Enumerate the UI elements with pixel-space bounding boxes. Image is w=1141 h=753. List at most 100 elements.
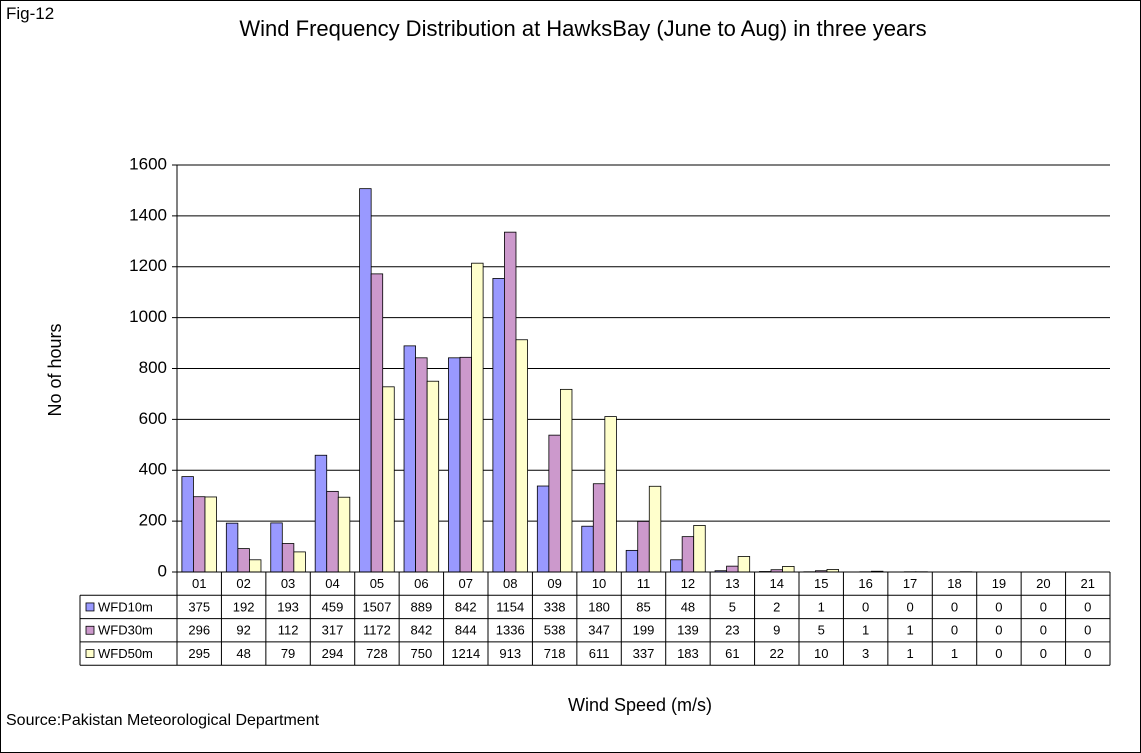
table-value: 1 [862,623,869,638]
bar [670,559,683,573]
table-value: 61 [725,646,739,661]
table-value: 183 [677,646,699,661]
table-value: 718 [544,646,566,661]
bar [415,357,428,573]
x-tick-label: 06 [414,576,428,591]
x-tick-label: 20 [1036,576,1050,591]
table-value: 611 [589,646,610,661]
x-tick-label: 13 [725,576,739,591]
table-value: 1336 [496,623,525,638]
x-tick-label: 02 [236,576,250,591]
x-tick-label: 21 [1081,576,1095,591]
x-tick-label: 04 [325,576,339,591]
table-value: 0 [1084,599,1091,614]
bar [560,388,573,573]
table-value: 0 [995,599,1002,614]
table-value: 750 [411,646,433,661]
bar [225,522,239,573]
bar [625,549,639,573]
table-value: 1172 [363,623,391,638]
x-tick-label: 11 [637,576,651,591]
bar [471,262,484,573]
table-value: 889 [411,599,433,614]
bar [504,231,517,573]
x-tick-label: 01 [192,576,206,591]
table-value: 347 [588,623,610,638]
table-value: 48 [236,646,250,661]
bar [281,543,295,573]
y-tick-label: 1000 [129,307,167,326]
bar [249,559,262,573]
bar [359,188,372,573]
bar [293,551,306,573]
x-tick-label: 08 [503,576,517,591]
table-value: 5 [729,599,736,614]
bar [726,565,739,573]
bar [548,434,561,573]
y-tick-label: 1200 [129,256,167,275]
table-value: 1 [906,646,913,661]
bar [181,476,194,573]
table-value: 0 [951,623,958,638]
bar [204,496,217,573]
table-value: 193 [277,599,299,614]
y-tick-label: 1400 [129,205,167,224]
table-value: 0 [1084,623,1091,638]
bar [459,356,472,573]
bar [403,345,416,573]
table-value: 192 [233,599,255,614]
table-value: 2 [773,599,780,614]
bar [737,556,751,573]
bar [270,522,283,573]
table-value: 85 [636,599,650,614]
table-value: 1 [818,599,825,614]
table-value: 913 [499,646,521,661]
legend-swatch [85,602,95,612]
bar [448,357,461,573]
table-value: 0 [862,599,869,614]
x-tick-label: 03 [281,576,295,591]
legend-swatch [85,649,95,658]
table-value: 0 [951,599,958,614]
y-tick-label: 800 [139,358,167,377]
legend-label: WFD50m [98,646,153,661]
table-value: 338 [544,599,566,614]
legend-label: WFD30m [98,623,153,638]
x-tick-label: 05 [370,576,384,591]
table-value: 3 [862,646,869,661]
table-value: 317 [322,623,344,638]
bar [681,536,695,573]
table-value: 10 [814,646,828,661]
y-tick-label: 600 [139,409,167,428]
bar [492,278,505,573]
table-value: 180 [588,599,610,614]
table-value: 296 [188,623,210,638]
x-tick-label: 19 [992,576,1006,591]
legend-label: WFD10m [98,599,153,614]
bar [536,485,550,573]
y-tick-label: 400 [139,460,167,479]
table-value: 375 [188,599,210,614]
bar [592,483,606,573]
bar [426,380,440,573]
figure-label: Fig-12 [6,4,55,23]
bar [648,485,662,573]
bar [693,525,706,573]
table-value: 139 [677,623,699,638]
table-value: 1154 [496,599,524,614]
table-value: 199 [633,623,655,638]
chart-title: Wind Frequency Distribution at HawksBay … [239,16,927,41]
x-tick-label: 07 [459,576,473,591]
y-tick-label: 0 [158,561,167,580]
x-tick-label: 12 [681,576,695,591]
table-value: 0 [1040,599,1047,614]
table-value: 842 [455,599,477,614]
bar [637,520,650,573]
table-value: 0 [1040,646,1047,661]
bar [515,339,528,573]
table-value: 0 [1040,623,1047,638]
table-value: 0 [995,646,1002,661]
